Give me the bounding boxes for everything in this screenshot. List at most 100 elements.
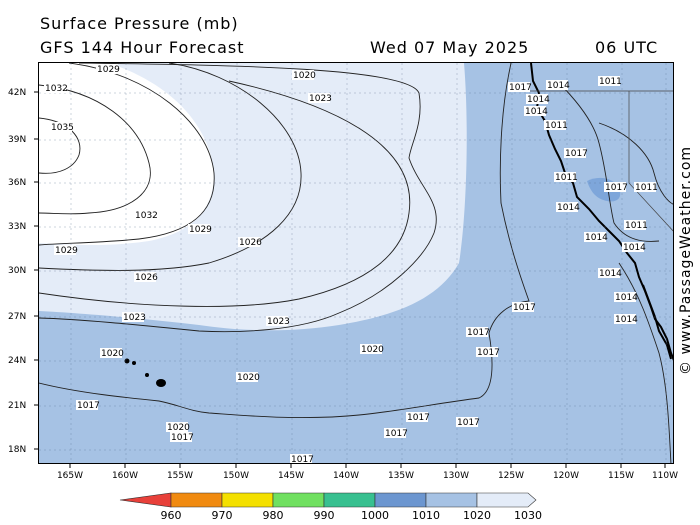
isobar-label-bg xyxy=(624,220,646,230)
isobar-label: 1023 xyxy=(123,313,146,323)
isobar-label: 1026 xyxy=(135,273,158,283)
isobar-label-bg xyxy=(526,94,548,104)
isobar-label-bg xyxy=(76,400,98,410)
isobar-label-bg xyxy=(238,237,260,247)
isobar-label-bg xyxy=(290,454,312,463)
isobar-label: 1035 xyxy=(51,123,74,133)
isobar-label: 1014 xyxy=(615,315,638,325)
hawaii-island-big xyxy=(156,379,166,387)
isobar-label-bg xyxy=(634,182,656,192)
isobar-label-bg xyxy=(384,428,406,438)
lon-tick-label: 145W xyxy=(278,471,304,481)
lon-tick-label: 125W xyxy=(498,471,524,481)
colorbar-swatch xyxy=(425,492,478,508)
isobar-label-bg xyxy=(512,302,534,312)
isobar-1020 xyxy=(39,63,437,333)
isobar-label: 1020 xyxy=(293,71,316,81)
isobar-label: 1017 xyxy=(605,183,628,193)
colorbar-label: 1010 xyxy=(412,509,440,522)
isobar-label: 1014 xyxy=(623,243,646,253)
map-title: Surface Pressure (mb) xyxy=(40,14,239,33)
colorbar-swatch xyxy=(170,492,223,508)
lon-tick-label: 115W xyxy=(608,471,634,481)
isobar-label-bg xyxy=(100,348,122,358)
hawaii-island-maui xyxy=(145,373,149,377)
isobar-label-bg xyxy=(134,210,156,220)
hawaii-island-kauai xyxy=(124,358,130,364)
isobar-1026 xyxy=(39,63,302,271)
isobar-1023 xyxy=(39,80,411,307)
isobar-label-bg xyxy=(292,70,314,80)
colorbar: 960 970 980 990 1000 1010 1020 1030 xyxy=(119,492,542,522)
isobar-label: 1017 xyxy=(457,418,480,428)
isobar-label-bg xyxy=(308,93,330,103)
isobar-label: 1017 xyxy=(509,83,532,93)
forecast-subtitle: GFS 144 Hour Forecast xyxy=(40,38,245,57)
lat-tick-label: 36N xyxy=(8,178,26,188)
isobar-label-bg xyxy=(170,432,192,442)
isobar-label-bg xyxy=(614,292,636,302)
lat-tick-label: 30N xyxy=(8,266,26,276)
lon-tick-label: 110W xyxy=(652,471,678,481)
lon-tick-label: 150W xyxy=(223,471,249,481)
isobar-label-bg xyxy=(166,422,188,432)
isobar-label: 1014 xyxy=(527,95,550,105)
lon-tick-label: 160W xyxy=(112,471,138,481)
forecast-date: Wed 07 May 2025 xyxy=(370,38,530,57)
isobar-1011 xyxy=(598,122,673,205)
isobar-label: 1017 xyxy=(513,303,536,313)
colorbar-label: 990 xyxy=(314,509,335,522)
isobar-label-bg xyxy=(456,417,478,427)
isobar-label-bg xyxy=(54,245,76,255)
forecast-time: 06 UTC xyxy=(595,38,659,57)
isobar-label-bg xyxy=(122,312,144,322)
isobar-label: 1011 xyxy=(545,121,568,131)
isobar-label-bg xyxy=(524,106,546,116)
pressure-map-canvas: 1029 1020 1023 1032 1035 1032 1029 1026 1029 1026… xyxy=(39,63,673,464)
colorbar-swatch xyxy=(272,492,325,508)
isobar-label: 1014 xyxy=(547,81,570,91)
isobar-label: 1029 xyxy=(55,246,78,256)
isobar-label-bg xyxy=(584,232,606,242)
coastline-baja-east xyxy=(642,284,672,360)
colorbar-swatch xyxy=(476,492,537,508)
colorbar-swatch xyxy=(374,492,427,508)
isobar-label: 1017 xyxy=(291,455,314,464)
lon-tick-label: 120W xyxy=(553,471,579,481)
isobar-label-bg xyxy=(96,64,118,74)
isobar-label-bg xyxy=(266,316,288,326)
isobar-label: 1029 xyxy=(189,225,212,235)
colorbar-swatch xyxy=(221,492,274,508)
isobar-1014-south xyxy=(618,262,672,463)
colorbar-label: 1000 xyxy=(361,509,389,522)
isobar-label-bg xyxy=(556,202,578,212)
isobar-label: 1014 xyxy=(599,269,622,279)
isobar-label: 1032 xyxy=(45,84,68,94)
isobar-label: 1011 xyxy=(635,183,658,193)
isobar-label-bg xyxy=(134,272,156,282)
isobar-label-bg xyxy=(604,182,626,192)
isobar-label: 1014 xyxy=(585,233,608,243)
lon-tick-label: 140W xyxy=(333,471,359,481)
colorbar-label: 970 xyxy=(212,509,233,522)
lat-tick-label: 42N xyxy=(8,88,26,98)
isobar-label: 1020 xyxy=(237,373,260,383)
watermark-text: © www.PassageWeather.com xyxy=(678,145,694,375)
isobar-label: 1023 xyxy=(267,317,290,327)
isobar-label-bg xyxy=(466,327,488,337)
pressure-map: 1029 1020 1023 1032 1035 1032 1029 1026 1029 1026… xyxy=(38,62,674,464)
isobar-label: 1026 xyxy=(239,238,262,248)
isobar-label-bg xyxy=(554,172,576,182)
lon-tick-label: 135W xyxy=(388,471,414,481)
isobar-label: 1017 xyxy=(565,149,588,159)
isobar-label-bg xyxy=(622,242,644,252)
isobar-label-bg xyxy=(188,224,210,234)
isobar-label: 1014 xyxy=(557,203,580,213)
colorbar-swatch xyxy=(323,492,376,508)
isobar-label: 1029 xyxy=(97,65,120,75)
isobar-label: 1011 xyxy=(625,221,648,231)
isobar-label: 1017 xyxy=(477,348,500,358)
isobar-label: 1011 xyxy=(599,77,622,87)
isobar-label: 1020 xyxy=(361,345,384,355)
isobar-label: 1014 xyxy=(525,107,548,117)
